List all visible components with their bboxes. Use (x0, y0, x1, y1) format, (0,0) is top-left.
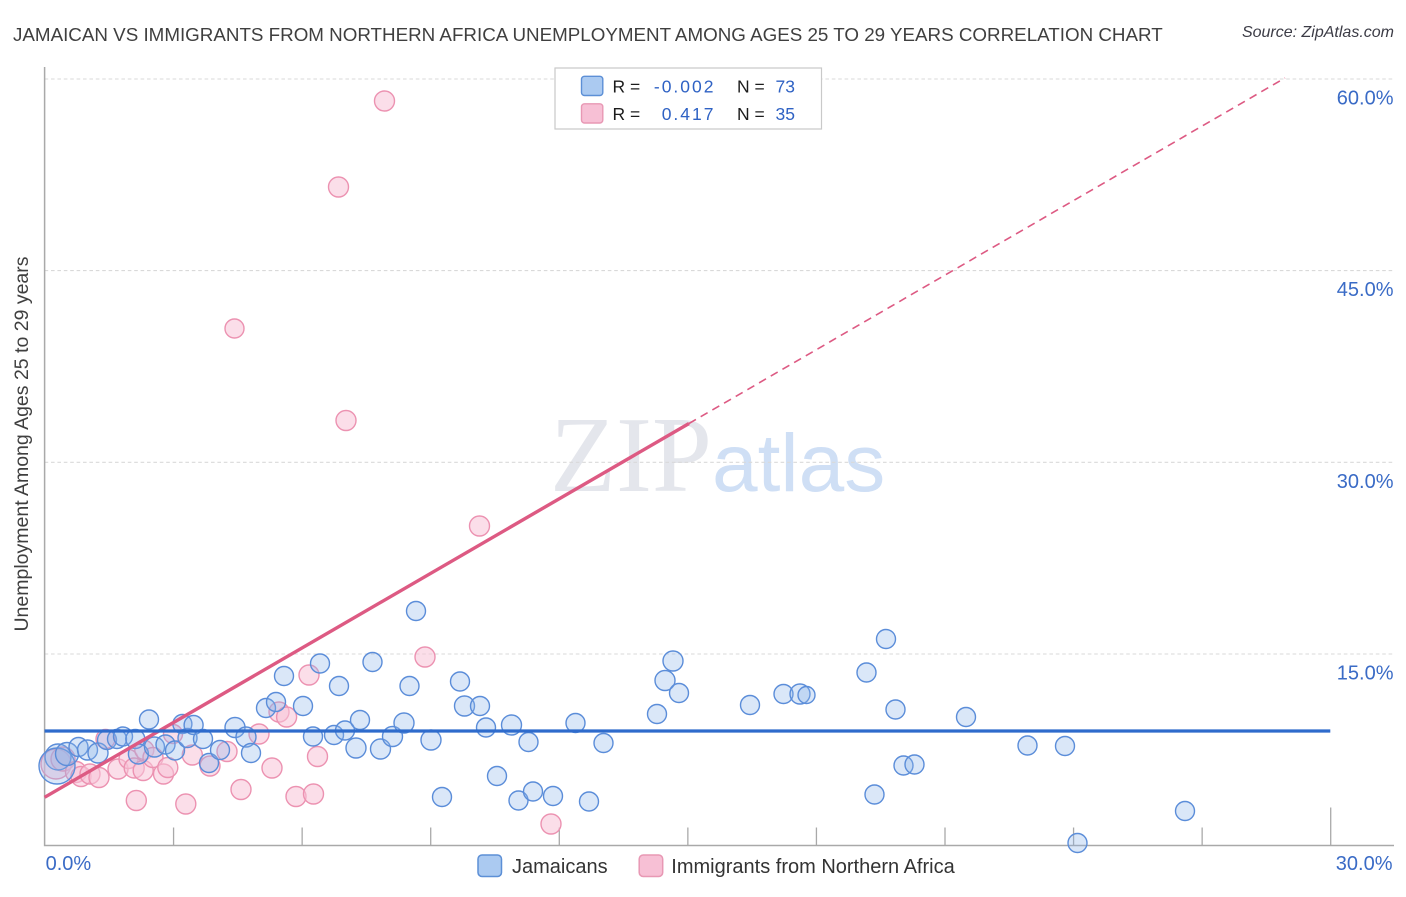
svg-text:Immigrants from Northern Afric: Immigrants from Northern Africa (671, 856, 955, 878)
svg-text:35: 35 (776, 104, 795, 124)
svg-text:Jamaicans: Jamaicans (512, 856, 608, 878)
svg-text:atlas: atlas (712, 418, 885, 509)
svg-text:N =: N = (737, 104, 765, 124)
svg-text:R =: R = (613, 104, 641, 124)
svg-text:0.0%: 0.0% (46, 853, 92, 875)
svg-text:30.0%: 30.0% (1336, 853, 1393, 875)
svg-text:30.0%: 30.0% (1337, 471, 1394, 493)
svg-text:Source: ZipAtlas.com: Source: ZipAtlas.com (1242, 24, 1394, 41)
svg-text:-0.002: -0.002 (654, 77, 716, 97)
svg-text:Unemployment Among Ages 25 to: Unemployment Among Ages 25 to 29 years (11, 256, 33, 631)
svg-text:0.417: 0.417 (662, 104, 716, 124)
svg-text:45.0%: 45.0% (1337, 279, 1394, 301)
svg-text:R =: R = (613, 77, 641, 97)
svg-text:JAMAICAN VS IMMIGRANTS FROM NO: JAMAICAN VS IMMIGRANTS FROM NORTHERN AFR… (13, 24, 1163, 45)
svg-text:60.0%: 60.0% (1337, 88, 1394, 110)
svg-text:15.0%: 15.0% (1337, 663, 1394, 685)
svg-text:73: 73 (776, 77, 795, 97)
svg-text:N =: N = (737, 77, 765, 97)
